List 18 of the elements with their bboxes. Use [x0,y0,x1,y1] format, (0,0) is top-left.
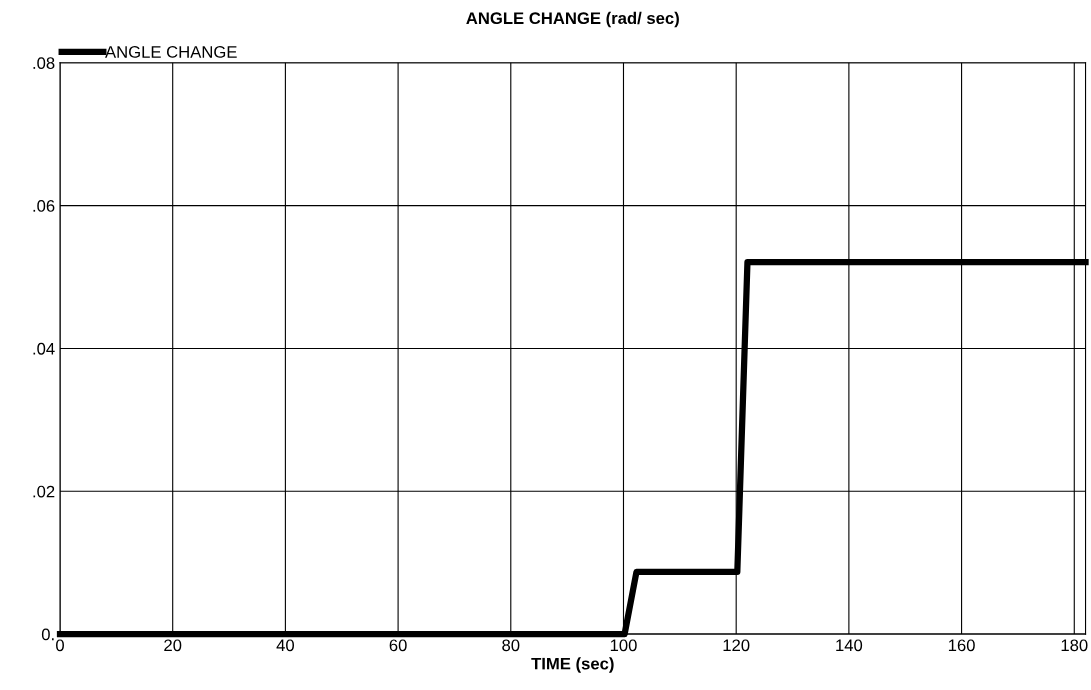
y-tick-label: 0. [41,628,54,641]
x-tick-label: 120 [723,639,750,652]
y-tick-label: .02 [33,485,55,498]
x-tick-label: 180 [1061,639,1088,652]
y-tick-label: .08 [33,57,55,69]
y-tick-label: .04 [33,342,55,355]
x-tick-label: 100 [610,639,637,652]
y-tick-label: .06 [33,200,55,212]
x-tick-label: 60 [389,639,407,652]
x-tick-label: 40 [276,639,295,652]
x-tick-label: 80 [502,639,520,652]
legend-label: ANGLE CHANGE [105,46,237,58]
x-tick-label: 140 [836,639,863,652]
x-tick-label: 20 [164,639,182,652]
x-tick-label: 160 [948,639,975,652]
chart-title: ANGLE CHANGE (rad/ sec) [466,11,679,28]
x-axis-title: TIME (sec) [531,657,614,673]
x-tick-label: 0 [56,639,64,652]
